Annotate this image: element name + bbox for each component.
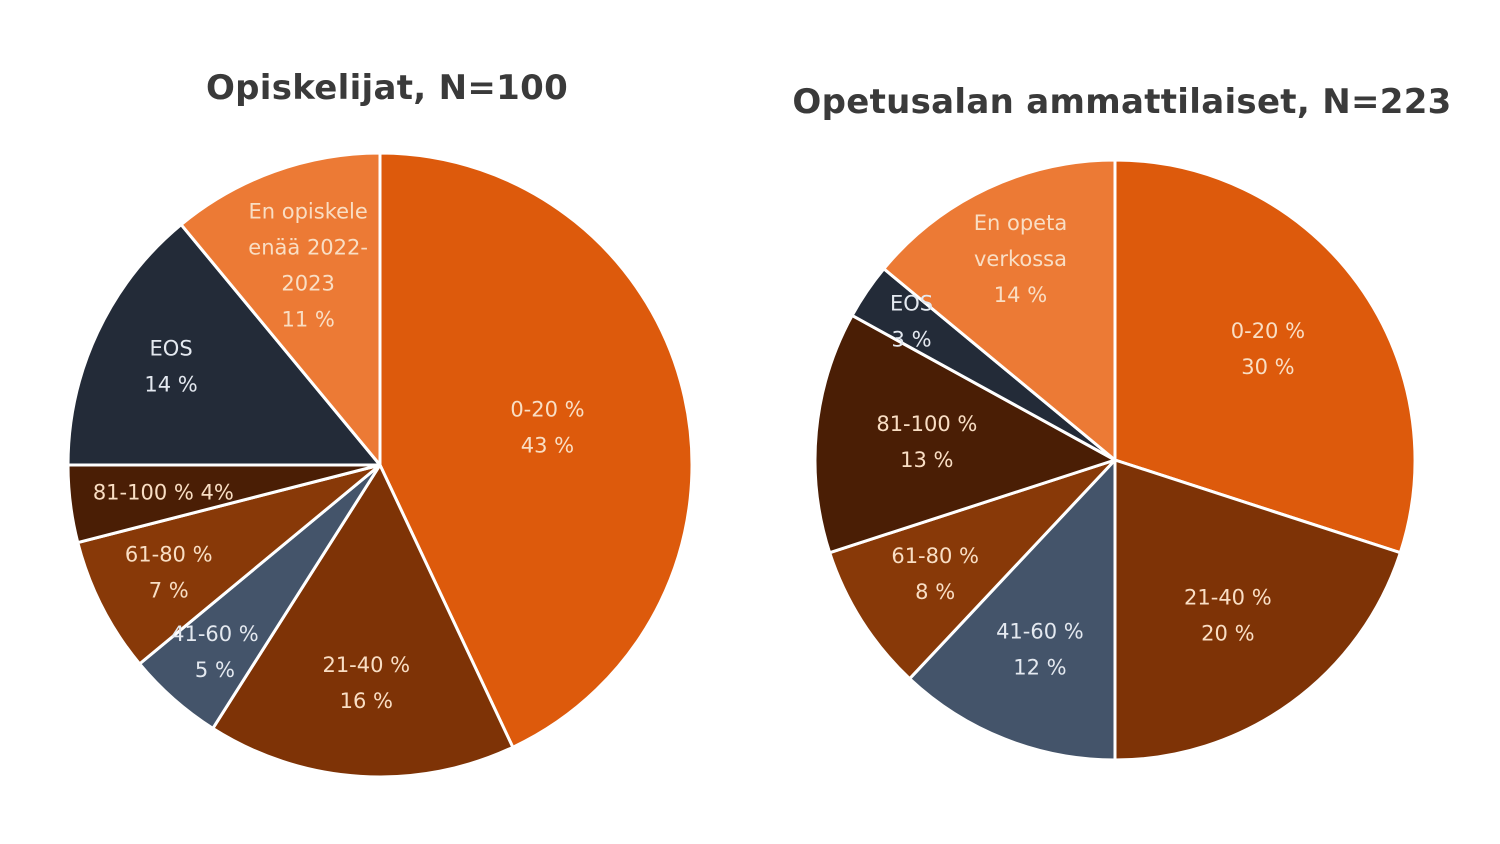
pie-slice-students-6 [179,151,382,467]
pie-slice-students-1 [211,463,515,779]
data-label-students-5: EOS 14 % [144,337,197,397]
pie-slice-students-0 [378,151,694,749]
data-label-students-6: En opiskele enää 2022-2023 11 % [248,199,368,331]
pie-slice-professionals-1 [1113,458,1402,762]
data-label-students-3: 61-80 % 7 % [125,543,213,603]
data-label-professionals-3: 61-80 % 8 % [891,544,979,604]
pie-slice-students-5 [66,223,382,467]
chart-title-students: Opiskelijat, N=100 [205,68,569,108]
pie-slice-professionals-6 [882,158,1117,462]
pie-slice-students-3 [76,463,382,666]
data-label-professionals-4: 81-100 % 13 % [876,412,977,472]
pie-slice-professionals-4 [813,313,1117,555]
data-label-professionals-6: En opeta verkossa 14 % [974,211,1067,307]
pie-slice-professionals-3 [828,458,1117,681]
data-label-professionals-0: 0-20 % 30 % [1231,319,1305,379]
chart-title-professionals: Opetusalan ammattilaiset, N=223 [792,82,1452,122]
data-label-students-0: 0-20 % 43 % [510,398,584,458]
pie-slice-professionals-0 [1113,158,1417,555]
data-label-students-4: 81-100 % 4% [93,480,234,504]
data-label-professionals-1: 21-40 % 20 % [1184,585,1272,645]
data-label-students-1: 21-40 % 16 % [322,653,410,713]
data-label-professionals-5: EOS 3 % [890,292,933,352]
data-label-professionals-2: 41-60 % 12 % [996,620,1084,680]
data-label-students-2: 41-60 % 5 % [171,622,259,682]
pie-slice-professionals-2 [908,458,1117,762]
